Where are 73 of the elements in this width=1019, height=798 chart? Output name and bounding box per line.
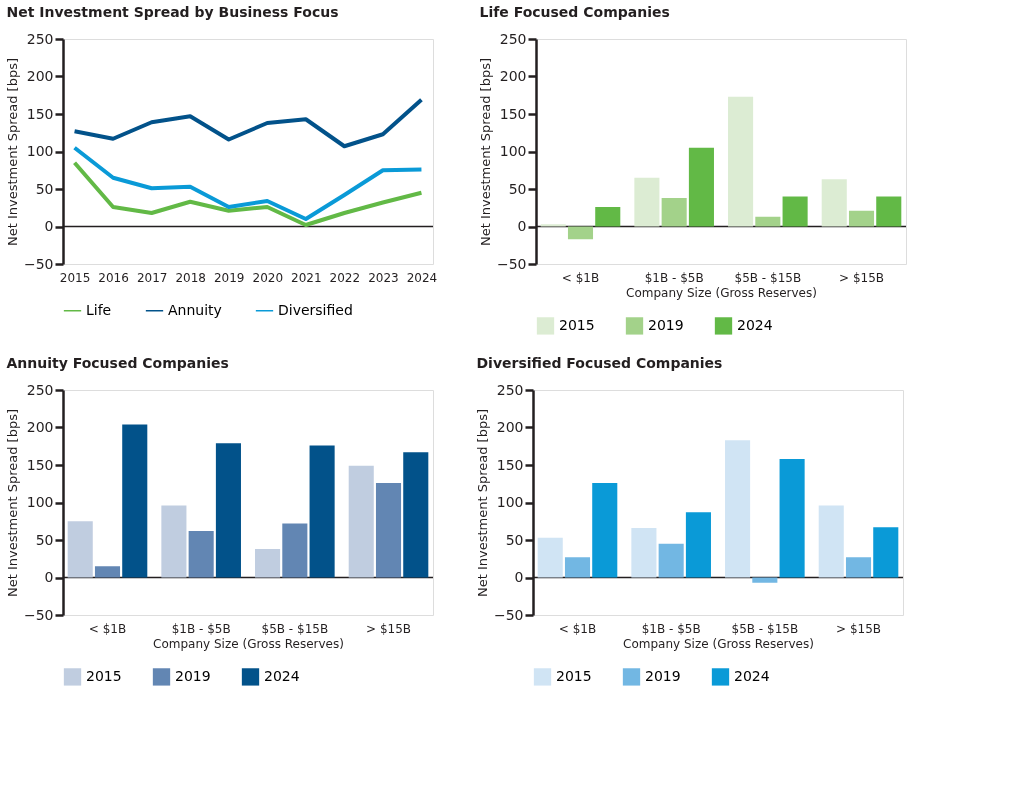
x-tick-label: > $15B: [839, 270, 885, 285]
x-tick-label: $1B - $5B: [171, 621, 231, 636]
y-axis-title: Net Investment Spread [bps]: [477, 57, 493, 247]
y-tick-label: 250: [496, 381, 524, 398]
y-tick-label: 0: [514, 569, 524, 585]
y-tick-label: −50: [23, 255, 54, 272]
y-tick-label: 50: [505, 531, 524, 548]
chart-title: Annuity Focused Companies: [6, 355, 229, 371]
x-tick-label: < $1B: [561, 270, 600, 285]
y-tick-label: 150: [499, 105, 527, 122]
y-tick-label: 150: [26, 456, 54, 473]
x-axis-title: Company Size (Gross Reserves): [153, 636, 344, 651]
x-tick-label: $1B - $5B: [641, 621, 701, 636]
x-tick-label: 2021: [291, 270, 322, 285]
chart-title: Life Focused Companies: [479, 4, 670, 20]
x-tick-label: $5B - $15B: [734, 270, 802, 285]
y-tick-label: 250: [26, 381, 54, 398]
x-tick-label: $5B - $15B: [261, 621, 329, 636]
y-tick-label: 50: [508, 180, 527, 197]
y-tick-label: 50: [35, 180, 54, 197]
legend-label: 2019: [645, 667, 681, 684]
y-tick-label: 100: [499, 143, 527, 159]
y-axis-title: Net Investment Spread [bps]: [4, 408, 20, 598]
legend-label: 2024: [737, 316, 773, 333]
y-tick-label: 150: [26, 105, 54, 122]
legend-label: 2024: [264, 667, 300, 684]
x-tick-label: 2017: [136, 270, 168, 285]
legend-label: 2015: [86, 667, 122, 684]
legend-label: Life: [86, 301, 112, 318]
legend-label: 2015: [559, 316, 595, 333]
y-tick-label: 0: [44, 218, 54, 234]
y-tick-label: 50: [35, 531, 54, 548]
legend-label: Annuity: [168, 301, 222, 318]
y-tick-label: 0: [44, 569, 54, 585]
y-tick-label: 100: [26, 494, 54, 510]
x-tick-label: $1B - $5B: [644, 270, 704, 285]
y-tick-label: 200: [26, 68, 54, 84]
y-tick-label: 250: [499, 30, 527, 47]
y-tick-label: 100: [26, 143, 54, 159]
legend-label: 2015: [556, 667, 592, 684]
x-tick-label: < $1B: [88, 621, 127, 636]
x-tick-label: $5B - $15B: [731, 621, 799, 636]
x-tick-label: 2019: [213, 270, 245, 285]
x-tick-label: > $15B: [366, 621, 412, 636]
x-tick-label: 2023: [368, 270, 399, 285]
y-tick-label: 0: [517, 218, 527, 234]
x-tick-label: < $1B: [558, 621, 597, 636]
legend-label: 2024: [734, 667, 770, 684]
y-axis-title: Net Investment Spread [bps]: [4, 57, 20, 247]
y-tick-label: −50: [496, 255, 527, 272]
y-tick-label: 200: [499, 68, 527, 84]
y-tick-label: 150: [496, 456, 524, 473]
chart-title: Net Investment Spread by Business Focus: [6, 4, 339, 20]
x-tick-label: 2016: [98, 270, 129, 285]
y-tick-label: 100: [496, 494, 524, 510]
x-tick-label: 2022: [329, 270, 361, 285]
x-axis-title: Company Size (Gross Reserves): [623, 636, 814, 651]
y-axis-title: Net Investment Spread [bps]: [474, 408, 490, 598]
y-tick-label: 250: [26, 30, 54, 47]
x-tick-label: > $15B: [836, 621, 882, 636]
x-tick-label: 2015: [59, 270, 91, 285]
x-tick-label: 2024: [406, 270, 438, 285]
x-tick-label: 2020: [252, 270, 284, 285]
y-tick-label: −50: [23, 606, 54, 623]
x-tick-label: 2018: [175, 270, 206, 285]
chart-title: Diversified Focused Companies: [476, 355, 723, 371]
legend-label: 2019: [175, 667, 211, 684]
legend-label: Diversified: [278, 301, 353, 318]
y-tick-label: 200: [26, 419, 54, 435]
y-tick-label: −50: [493, 606, 524, 623]
y-tick-label: 200: [496, 419, 524, 435]
legend-label: 2019: [648, 316, 684, 333]
x-axis-title: Company Size (Gross Reserves): [626, 285, 817, 300]
